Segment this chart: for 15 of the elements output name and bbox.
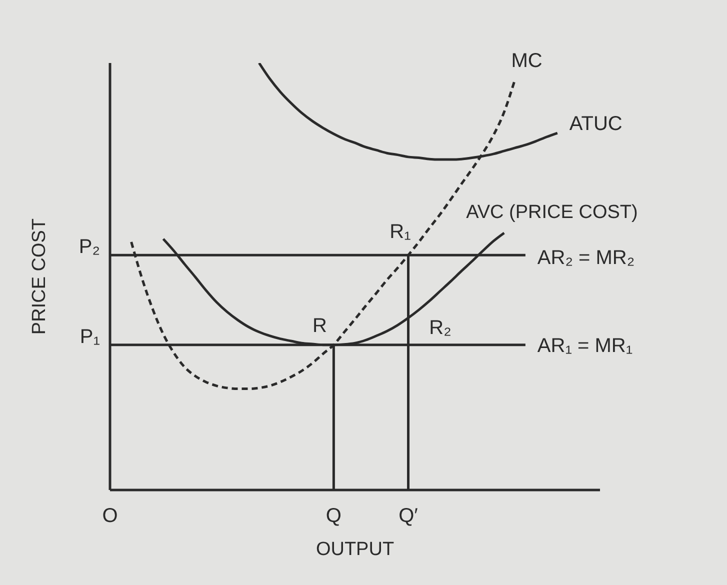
x-tick-label: Q′ bbox=[398, 505, 418, 528]
annotation: P₂ bbox=[78, 236, 100, 258]
annotation: R₂ bbox=[429, 317, 452, 340]
x-tick-label: O bbox=[102, 505, 118, 528]
annotation: P₁ bbox=[80, 326, 100, 348]
y-axis-title: PRICE COST bbox=[29, 218, 50, 335]
series-label: AR₁ = MR₁ bbox=[537, 335, 633, 358]
series-label: ATUC bbox=[569, 113, 622, 136]
series-label: AR₂ = MR₂ bbox=[537, 247, 635, 270]
series-label: MC bbox=[511, 50, 542, 72]
x-axis-title: OUTPUT bbox=[316, 539, 394, 560]
x-tick-label: Q bbox=[326, 505, 342, 528]
annotation: R bbox=[312, 315, 327, 338]
series-label: AVC (PRICE COST) bbox=[466, 202, 638, 223]
annotation: R₁ bbox=[390, 221, 412, 244]
